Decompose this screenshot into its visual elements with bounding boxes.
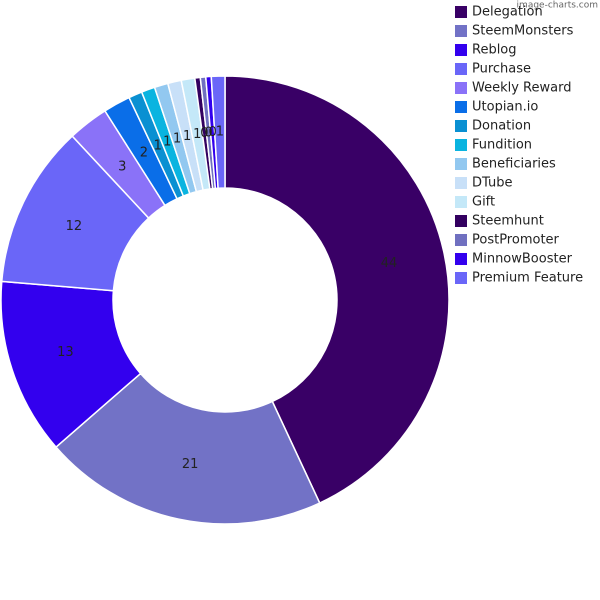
- legend-label: SteemMonsters: [472, 24, 574, 39]
- legend-swatch: [455, 177, 467, 189]
- data-label: 1: [193, 127, 201, 142]
- data-label: 0: [208, 125, 216, 140]
- data-label: 21: [182, 457, 199, 472]
- data-label: 13: [57, 345, 74, 360]
- data-label: 1: [216, 125, 224, 140]
- slice: [54, 372, 321, 525]
- legend-label: Weekly Reward: [472, 81, 571, 96]
- data-label: 0: [200, 126, 208, 141]
- legend-label: Reblog: [472, 43, 517, 58]
- watermark: image-charts.com: [517, 1, 598, 11]
- legend-label: Donation: [472, 119, 531, 134]
- legend-label: Purchase: [472, 62, 531, 77]
- legend-swatch: [455, 253, 467, 265]
- slice: [224, 75, 450, 504]
- legend-swatch: [455, 82, 467, 94]
- data-label: 1: [183, 129, 191, 144]
- legend-label: PostPromoter: [472, 233, 560, 248]
- data-label: 3: [118, 160, 126, 175]
- data-label: 12: [66, 219, 83, 234]
- legend-swatch: [455, 234, 467, 246]
- legend-swatch: [455, 6, 467, 18]
- legend-swatch: [455, 139, 467, 151]
- legend-label: DTube: [472, 176, 512, 191]
- slice: [210, 75, 226, 190]
- legend-label: Gift: [472, 195, 495, 210]
- data-label: 1: [154, 139, 162, 154]
- legend-swatch: [455, 25, 467, 37]
- legend-swatch: [455, 101, 467, 113]
- legend-swatch: [455, 196, 467, 208]
- legend-swatch: [455, 272, 467, 284]
- legend-label: MinnowBooster: [472, 252, 573, 267]
- legend-label: Fundition: [472, 138, 532, 153]
- data-label: 2: [140, 145, 148, 160]
- data-label: 1: [173, 131, 181, 146]
- legend-swatch: [455, 44, 467, 56]
- legend-swatch: [455, 63, 467, 75]
- legend-label: Delegation: [472, 5, 543, 20]
- legend-swatch: [455, 120, 467, 132]
- legend-swatch: [455, 158, 467, 170]
- legend-label: Utopian.io: [472, 100, 538, 115]
- legend-label: Premium Feature: [472, 271, 583, 286]
- data-label: 1: [163, 135, 171, 150]
- data-label: 0: [204, 125, 212, 140]
- legend-swatch: [455, 215, 467, 227]
- data-label: 44: [381, 256, 398, 271]
- legend-label: Steemhunt: [472, 214, 544, 229]
- legend-label: Beneficiaries: [472, 157, 556, 172]
